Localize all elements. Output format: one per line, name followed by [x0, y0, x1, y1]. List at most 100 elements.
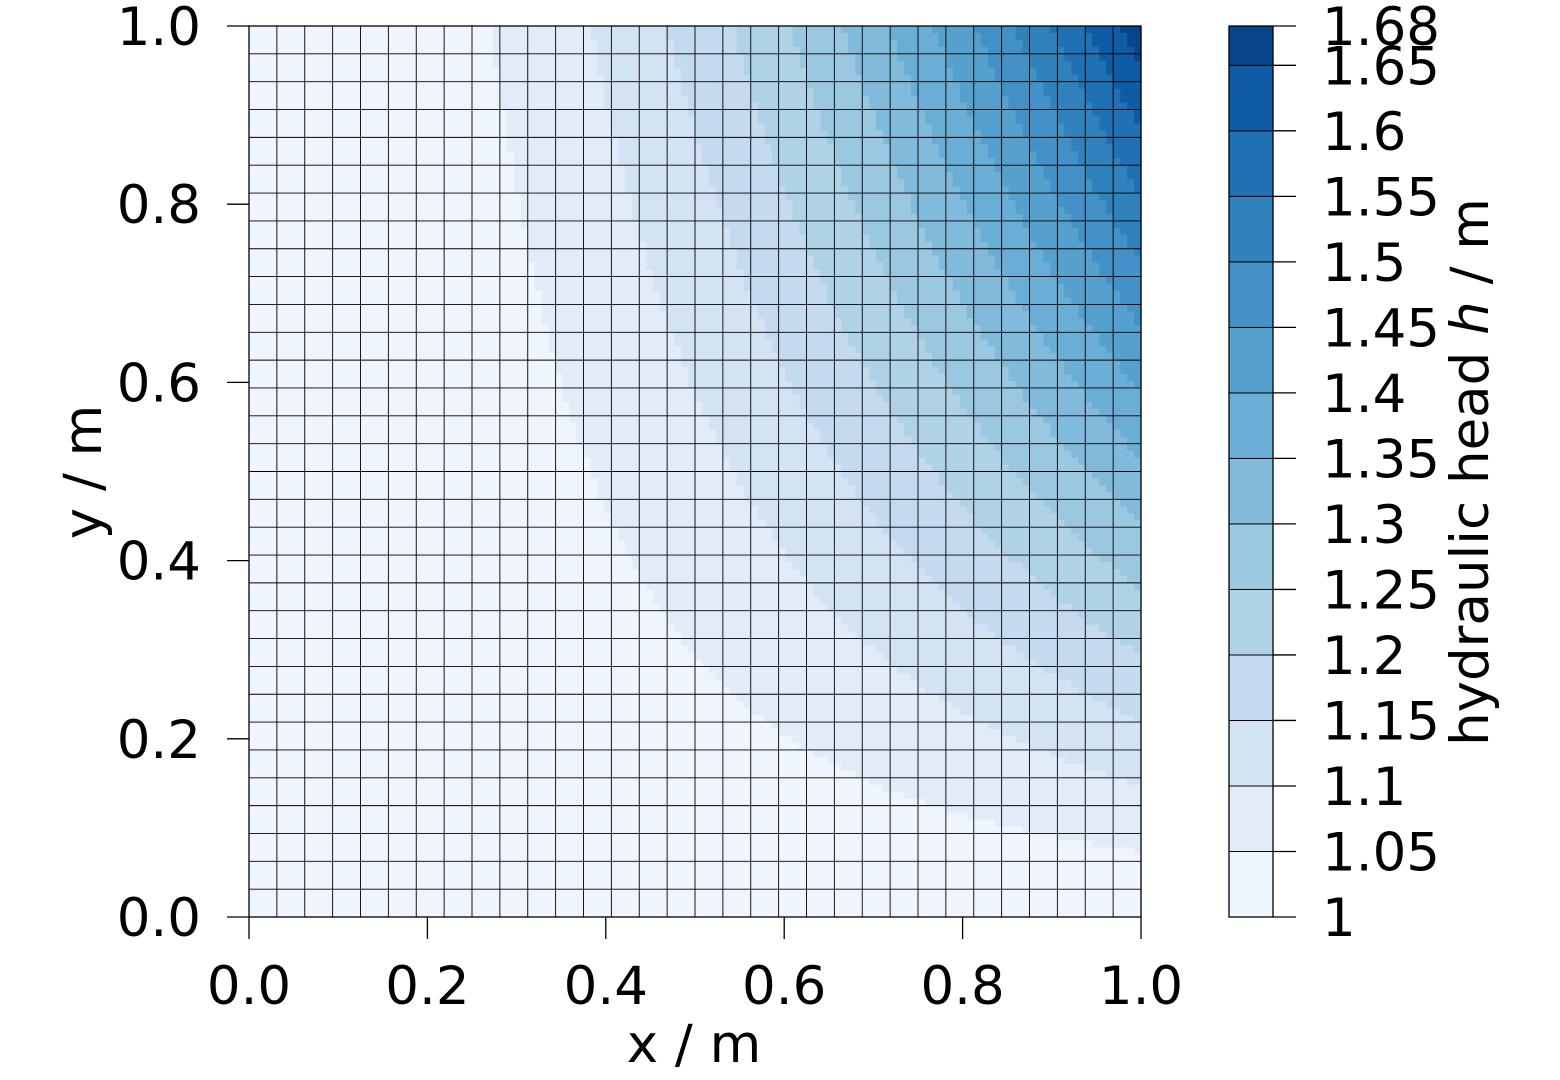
- contour-cell: [395, 213, 403, 222]
- contour-cell: [1078, 123, 1086, 132]
- contour-cell: [311, 269, 320, 278]
- contour-cell: [660, 95, 668, 104]
- contour-cell: [841, 255, 849, 264]
- contour-cell: [402, 213, 410, 222]
- contour-cell: [966, 179, 975, 187]
- contour-cell: [423, 60, 431, 69]
- contour-cell: [472, 165, 480, 173]
- contour-cell: [785, 276, 794, 285]
- contour-cell: [381, 200, 389, 208]
- contour-cell: [883, 74, 891, 83]
- contour-cell: [945, 220, 954, 229]
- contour-cell: [904, 144, 912, 152]
- contour-cell: [555, 116, 564, 125]
- contour-cell: [750, 241, 759, 250]
- contour-cell: [520, 109, 529, 118]
- contour-cell: [945, 116, 954, 125]
- contour-cell: [506, 74, 515, 83]
- contour-cell: [1092, 213, 1100, 222]
- contour-cell: [973, 283, 982, 292]
- contour-cell: [799, 213, 808, 222]
- contour-cell: [848, 123, 856, 132]
- contour-cell: [527, 193, 536, 201]
- contour-cell: [381, 95, 389, 104]
- contour-cell: [897, 179, 905, 187]
- contour-cell: [492, 241, 501, 250]
- contour-cell: [729, 172, 738, 180]
- contour-cell: [1120, 39, 1128, 48]
- contour-cell: [1050, 241, 1058, 250]
- contour-cell: [569, 88, 578, 97]
- contour-cell: [931, 74, 940, 83]
- contour-cell: [708, 130, 717, 138]
- contour-cell: [353, 193, 362, 201]
- contour-cell: [785, 81, 794, 90]
- contour-cell: [583, 144, 592, 152]
- contour-cell: [827, 39, 835, 48]
- contour-cell: [611, 248, 619, 257]
- contour-cell: [465, 165, 473, 173]
- contour-cell: [931, 123, 940, 132]
- contour-cell: [297, 137, 306, 145]
- contour-cell: [583, 81, 592, 90]
- contour-cell: [667, 151, 675, 159]
- contour-cell: [938, 102, 947, 111]
- contour-cell: [255, 53, 264, 62]
- contour-cell: [938, 193, 947, 201]
- contour-cell: [388, 81, 396, 90]
- contour-cell: [632, 248, 640, 257]
- contour-cell: [1092, 186, 1100, 194]
- contour-cell: [597, 32, 606, 41]
- contour-cell: [708, 269, 717, 278]
- contour-cell: [472, 151, 480, 159]
- contour-cell: [395, 290, 403, 299]
- contour-cell: [1057, 193, 1065, 201]
- contour-cell: [918, 172, 926, 180]
- contour-cell: [472, 234, 480, 243]
- contour-cell: [890, 186, 898, 194]
- contour-cell: [527, 165, 536, 173]
- contour-cell: [987, 109, 996, 118]
- contour-cell: [360, 220, 369, 229]
- contour-cell: [681, 144, 689, 152]
- contour-cell: [416, 290, 424, 299]
- contour-cell: [569, 193, 578, 201]
- contour-cell: [708, 95, 717, 104]
- contour-cell: [276, 255, 285, 264]
- contour-cell: [931, 227, 940, 236]
- contour-cell: [541, 172, 550, 180]
- contour-cell: [576, 116, 585, 125]
- contour-cell: [1071, 213, 1079, 222]
- contour-cell: [409, 95, 417, 104]
- contour-cell: [715, 116, 724, 125]
- contour-cell: [332, 172, 341, 180]
- contour-cell: [876, 241, 884, 250]
- contour-cell: [1029, 269, 1038, 278]
- contour-cell: [994, 206, 1003, 215]
- contour-cell: [632, 227, 640, 236]
- contour-cell: [827, 81, 835, 90]
- contour-cell: [423, 200, 431, 208]
- contour-cell: [674, 193, 682, 201]
- contour-cell: [1064, 200, 1072, 208]
- contour-cell: [973, 137, 982, 145]
- contour-cell: [848, 74, 856, 83]
- contour-cell: [646, 165, 654, 173]
- contour-cell: [339, 102, 348, 111]
- contour-cell: [736, 102, 745, 111]
- contour-cell: [1050, 200, 1058, 208]
- contour-cell: [1064, 74, 1072, 83]
- contour-cell: [597, 144, 606, 152]
- contour-cell: [1015, 248, 1024, 257]
- contour-cell: [346, 248, 355, 257]
- contour-cell: [973, 158, 982, 166]
- contour-cell: [1008, 109, 1017, 118]
- contour-cell: [959, 32, 968, 41]
- contour-cell: [367, 74, 376, 83]
- contour-cell: [736, 186, 745, 194]
- contour-cell: [444, 213, 452, 222]
- contour-cell: [506, 102, 515, 111]
- contour-cell: [1092, 179, 1100, 187]
- contour-cell: [269, 46, 278, 55]
